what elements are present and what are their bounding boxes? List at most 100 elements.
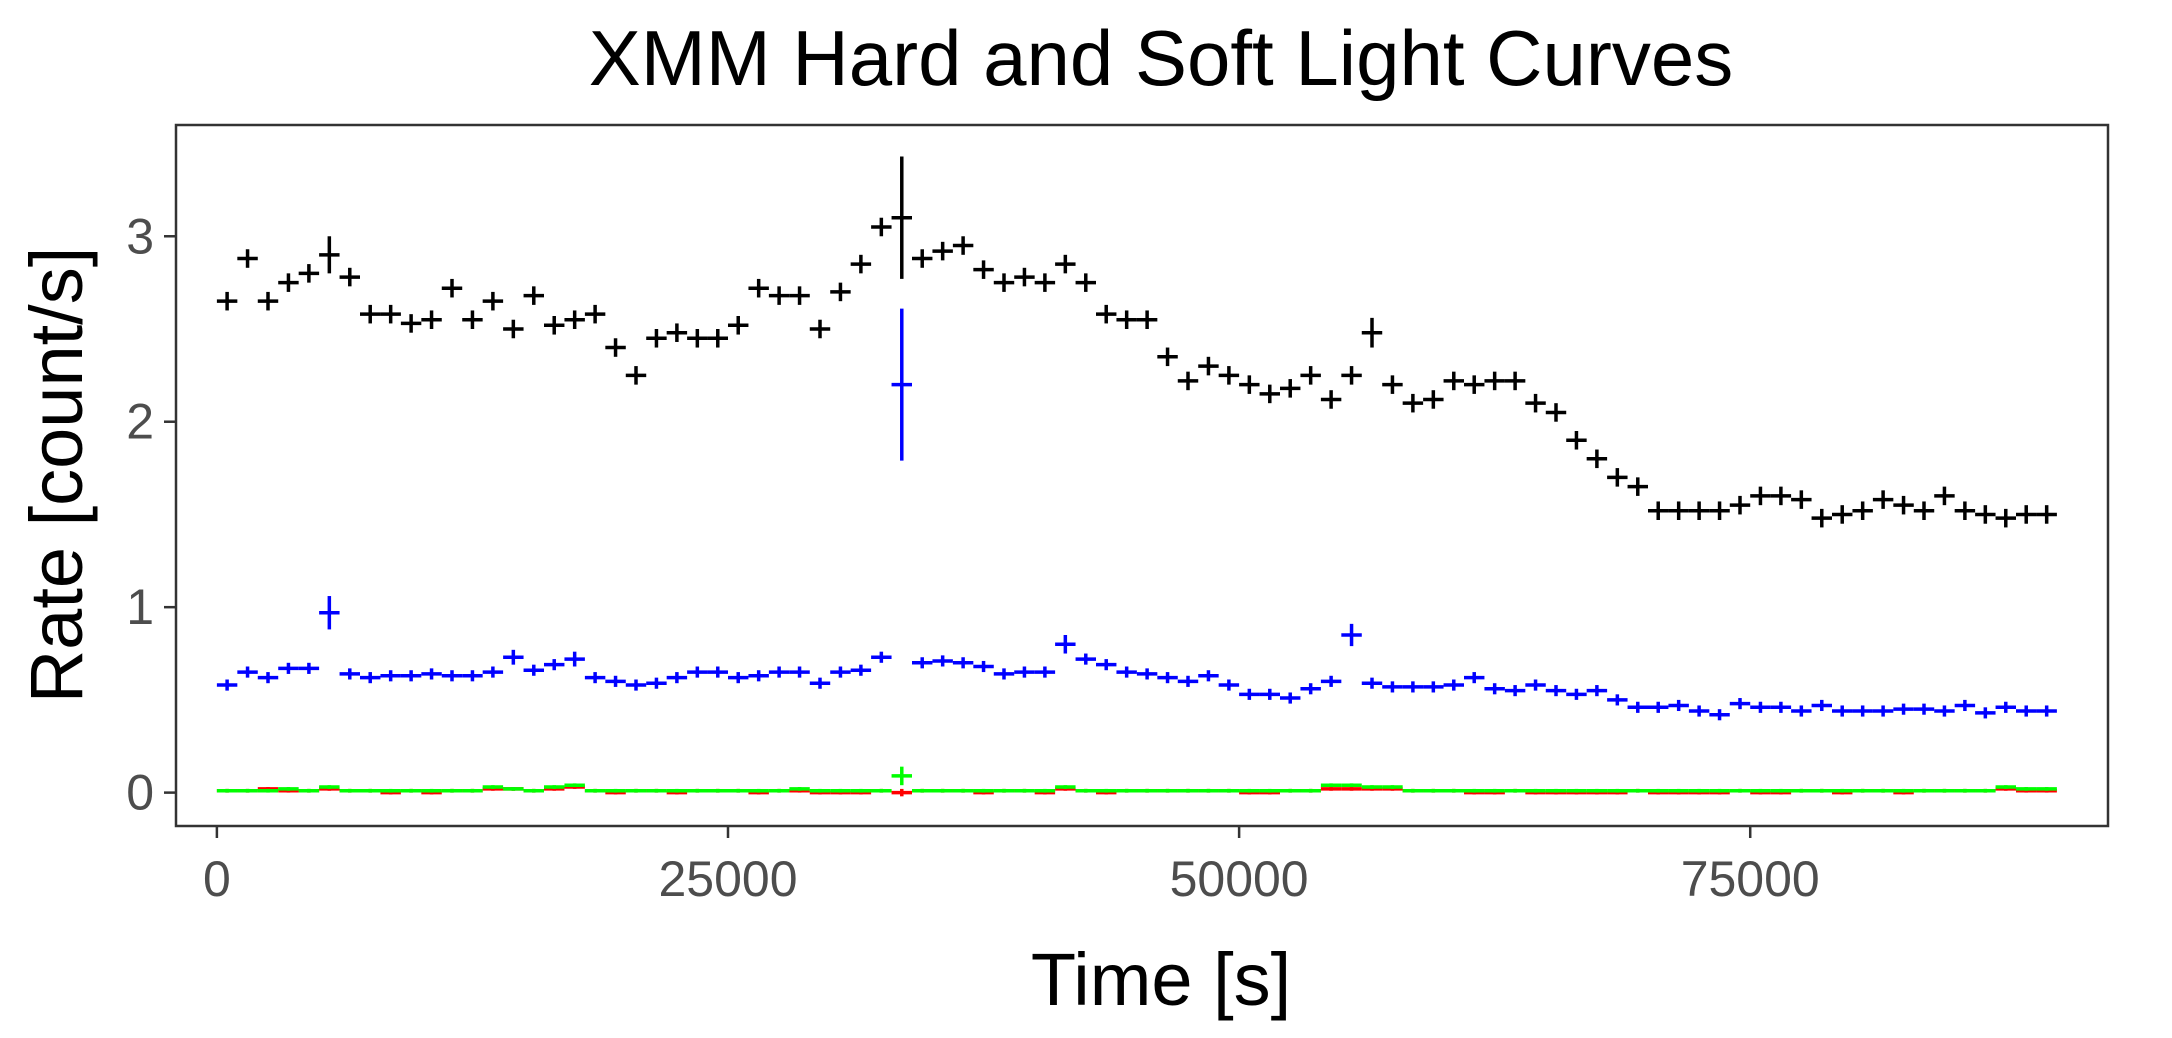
data-point [687, 666, 708, 678]
data-point [298, 788, 320, 793]
data-point [1443, 679, 1464, 691]
data-point [707, 788, 728, 793]
data-point [462, 788, 483, 793]
data-point [1975, 788, 1996, 793]
data-point [1832, 705, 1853, 717]
data-point [1300, 366, 1321, 385]
data-point [1198, 670, 1219, 682]
data-point [564, 651, 585, 667]
data-point [993, 788, 1015, 793]
data-point [564, 783, 585, 788]
data-point [912, 249, 933, 268]
y-axis: 0 1 2 3 [126, 208, 176, 821]
data-point [1177, 788, 1199, 793]
data-point [1239, 375, 1260, 394]
data-point [462, 310, 483, 329]
data-point [707, 666, 728, 678]
data-point [1423, 390, 1444, 409]
data-point [544, 316, 565, 335]
data-point [339, 668, 360, 680]
data-point [503, 649, 524, 665]
data-point [1034, 273, 1056, 292]
data-point [1872, 705, 1894, 717]
data-point [1280, 692, 1301, 704]
data-point [1259, 788, 1280, 793]
data-point [973, 260, 994, 279]
data-point [768, 788, 790, 793]
data-point [1239, 788, 1260, 793]
x-tick-label: 75000 [1681, 851, 1820, 907]
data-point [1423, 681, 1444, 693]
series-3 [216, 766, 2057, 793]
data-point [850, 788, 872, 793]
data-point [891, 308, 912, 461]
data-point [1320, 787, 1342, 791]
data-point [646, 788, 667, 793]
data-point [319, 596, 340, 630]
data-point [1402, 393, 1424, 413]
data-point [1382, 681, 1403, 693]
data-point [319, 236, 340, 274]
data-point [216, 788, 238, 793]
data-point [1218, 366, 1240, 385]
data-point [1055, 785, 1076, 789]
data-point [1750, 701, 1771, 713]
data-point [1341, 366, 1362, 385]
data-point [1995, 508, 2016, 528]
data-point [523, 788, 544, 793]
data-point [666, 323, 688, 342]
data-point [728, 788, 749, 793]
data-point [400, 314, 422, 333]
data-point [1586, 685, 1608, 697]
data-point [1688, 788, 1710, 793]
data-point [748, 788, 769, 793]
data-point [1586, 788, 1608, 793]
data-point [298, 662, 320, 674]
data-point [503, 787, 524, 791]
data-point [1014, 267, 1035, 287]
data-point [400, 788, 422, 793]
data-point [748, 670, 769, 682]
data-point [216, 291, 238, 311]
x-axis: 0 25000 50000 75000 [203, 826, 1820, 907]
y-tick-label: 0 [126, 765, 154, 821]
data-point [1177, 371, 1199, 391]
data-point [584, 788, 606, 793]
data-point [237, 788, 258, 793]
data-point [1116, 666, 1137, 678]
data-point [1218, 788, 1240, 793]
data-point [2016, 787, 2037, 791]
data-point [421, 668, 442, 680]
data-point [1300, 788, 1321, 793]
data-point [1954, 501, 1976, 521]
data-point [1709, 788, 1730, 793]
data-point [1627, 701, 1648, 713]
data-point [666, 672, 688, 684]
x-tick-label: 0 [203, 851, 231, 907]
data-point [1484, 788, 1505, 793]
data-point [380, 304, 401, 324]
data-point [1341, 787, 1362, 791]
data-point [687, 328, 708, 348]
data-point [993, 273, 1015, 292]
data-point [1504, 788, 1526, 793]
data-point [503, 319, 524, 339]
data-point [1280, 788, 1301, 793]
data-point [728, 316, 749, 335]
data-point [1668, 788, 1689, 793]
data-layer [216, 156, 2057, 797]
data-point [646, 677, 667, 689]
data-point [1750, 788, 1771, 793]
data-point [1157, 672, 1178, 684]
series-1 [216, 308, 2057, 721]
data-point [1975, 707, 1996, 719]
data-point [625, 366, 647, 385]
data-point [1791, 490, 1812, 509]
data-point [1504, 371, 1526, 391]
data-point [1198, 788, 1219, 793]
data-point [1075, 653, 1096, 665]
data-point [625, 788, 647, 793]
data-point [1075, 788, 1096, 793]
data-point [544, 659, 565, 671]
